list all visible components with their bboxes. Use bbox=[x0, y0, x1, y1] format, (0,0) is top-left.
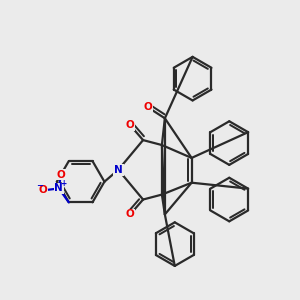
Text: O: O bbox=[39, 185, 47, 195]
Text: O: O bbox=[126, 120, 135, 130]
Text: +: + bbox=[61, 179, 67, 188]
Text: O: O bbox=[56, 169, 65, 180]
Text: O: O bbox=[126, 209, 135, 219]
Text: N: N bbox=[114, 165, 123, 175]
Text: −: − bbox=[37, 181, 44, 190]
Text: O: O bbox=[144, 102, 152, 112]
Text: N: N bbox=[55, 183, 63, 194]
